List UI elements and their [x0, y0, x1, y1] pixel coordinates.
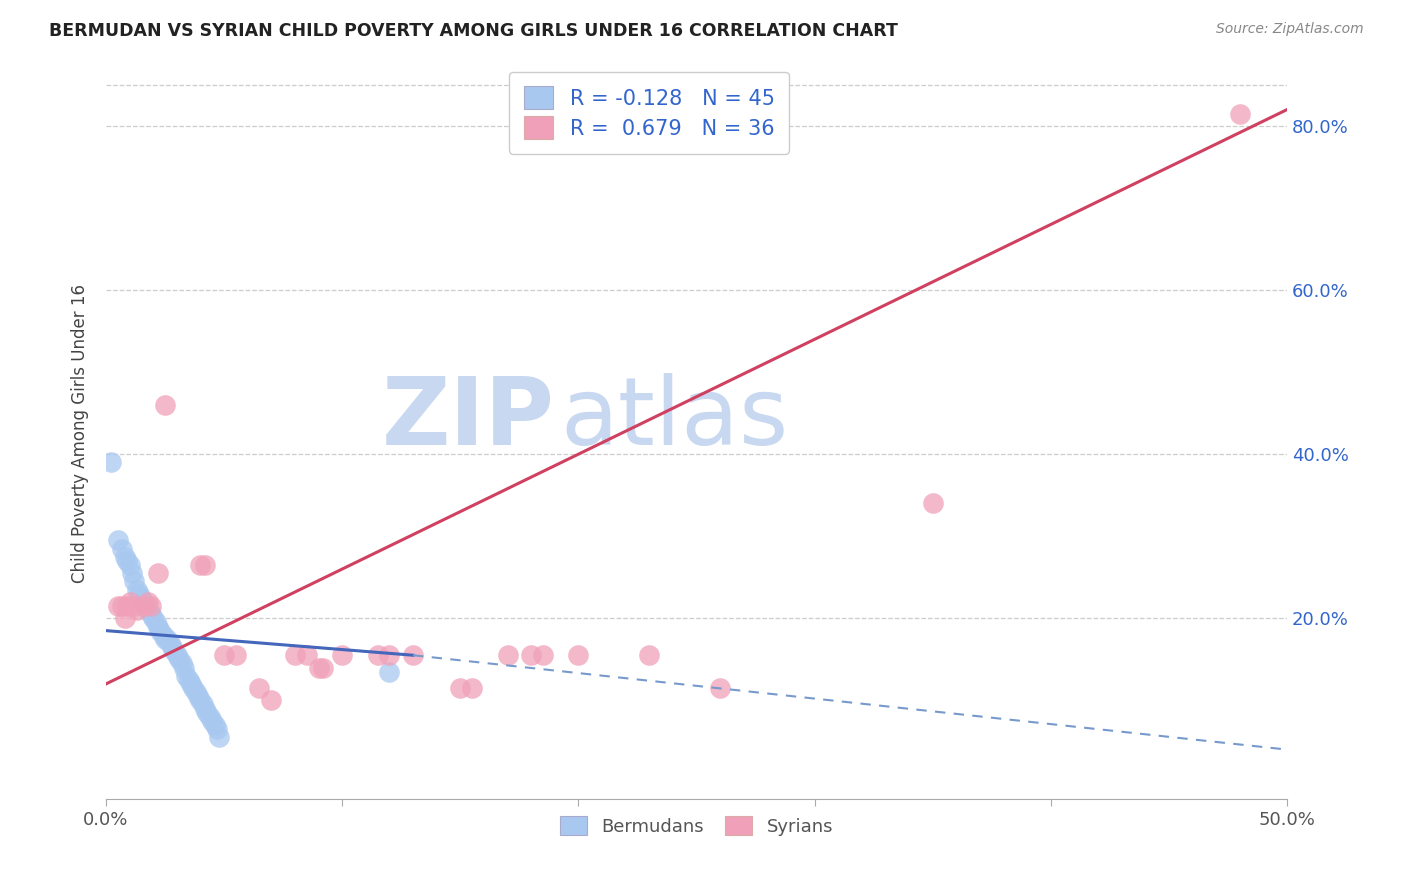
Point [115, 599, 138, 613]
Point [194, 701, 217, 715]
Point [138, 603, 160, 617]
Point [402, 648, 425, 663]
Point [163, 644, 186, 658]
Point [225, 648, 247, 663]
Point [308, 660, 330, 674]
Point [312, 660, 335, 674]
Point [166, 648, 188, 663]
Point [170, 657, 193, 671]
Point [146, 566, 169, 581]
Point [638, 648, 661, 663]
Point [153, 632, 176, 646]
Point [180, 677, 202, 691]
Point [114, 611, 136, 625]
Text: BERMUDAN VS SYRIAN CHILD POVERTY AMONG GIRLS UNDER 16 CORRELATION CHART: BERMUDAN VS SYRIAN CHILD POVERTY AMONG G… [49, 22, 898, 40]
Point [125, 603, 148, 617]
Legend: Bermudans, Syrians: Bermudans, Syrians [551, 807, 842, 845]
Point [190, 558, 212, 572]
Point [191, 698, 214, 712]
Point [284, 648, 307, 663]
Point [149, 624, 172, 638]
Text: atlas: atlas [561, 373, 789, 465]
Point [107, 599, 129, 613]
Point [100, 455, 122, 469]
Point [201, 714, 224, 728]
Y-axis label: Child Poverty Among Girls Under 16: Child Poverty Among Girls Under 16 [72, 285, 89, 583]
Point [204, 718, 226, 732]
Point [132, 595, 155, 609]
Point [114, 549, 136, 564]
Point [177, 673, 200, 687]
Point [167, 652, 190, 666]
Point [208, 731, 231, 745]
Point [295, 648, 318, 663]
Point [212, 648, 235, 663]
Point [160, 640, 183, 654]
Point [260, 693, 283, 707]
Point [159, 636, 181, 650]
Point [139, 599, 162, 613]
Point [205, 722, 228, 736]
Point [146, 619, 169, 633]
Point [367, 648, 389, 663]
Point [461, 681, 484, 695]
Point [131, 591, 153, 605]
Point [111, 599, 134, 613]
Point [152, 628, 174, 642]
Point [187, 690, 209, 704]
Point [197, 706, 219, 720]
Point [1229, 106, 1251, 120]
Point [709, 681, 731, 695]
Point [115, 554, 138, 568]
Point [145, 615, 167, 630]
Point [139, 607, 162, 622]
Point [567, 648, 589, 663]
Point [449, 681, 471, 695]
Point [496, 648, 519, 663]
Point [520, 648, 543, 663]
Point [121, 566, 143, 581]
Point [107, 533, 129, 548]
Point [173, 660, 195, 674]
Point [198, 710, 221, 724]
Point [111, 541, 134, 556]
Point [118, 558, 141, 572]
Point [122, 574, 145, 589]
Point [138, 595, 160, 609]
Point [132, 599, 155, 613]
Point [122, 599, 145, 613]
Point [156, 632, 179, 646]
Point [190, 693, 212, 707]
Point [378, 665, 401, 679]
Point [194, 558, 217, 572]
Point [125, 582, 148, 597]
Point [531, 648, 554, 663]
Point [153, 398, 176, 412]
Point [330, 648, 353, 663]
Point [921, 496, 943, 510]
Point [128, 587, 150, 601]
Point [378, 648, 401, 663]
Text: ZIP: ZIP [382, 373, 555, 465]
Point [135, 599, 157, 613]
Point [174, 669, 197, 683]
Point [118, 595, 141, 609]
Text: Source: ZipAtlas.com: Source: ZipAtlas.com [1216, 22, 1364, 37]
Point [249, 681, 271, 695]
Point [142, 611, 165, 625]
Point [181, 681, 204, 695]
Point [184, 685, 207, 699]
